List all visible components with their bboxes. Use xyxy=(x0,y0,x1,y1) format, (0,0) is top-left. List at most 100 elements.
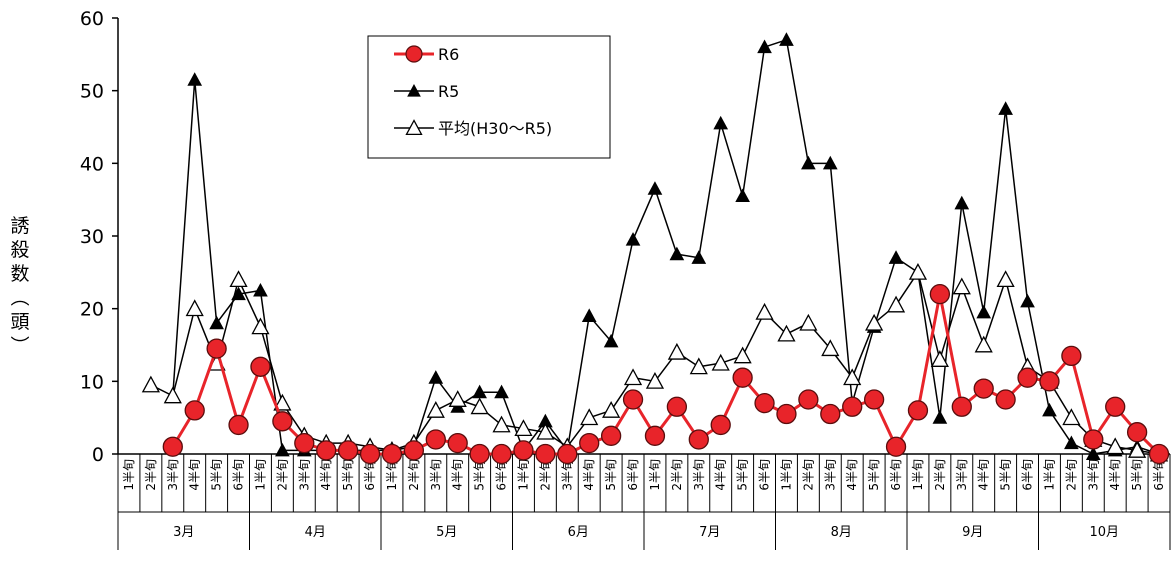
data-point xyxy=(777,324,796,342)
data-point xyxy=(1106,437,1125,455)
data-point xyxy=(491,443,512,465)
data-point xyxy=(622,389,644,410)
data-point xyxy=(842,396,863,417)
y-axis-label-char: （ xyxy=(8,287,30,306)
data-point xyxy=(470,397,489,415)
x-tick-label: 3半旬 xyxy=(297,459,311,491)
legend-label: R6 xyxy=(438,45,459,64)
x-tick-label: 2半旬 xyxy=(275,459,289,491)
data-point xyxy=(1061,345,1082,367)
data-point xyxy=(1083,429,1104,450)
y-tick-label: 60 xyxy=(80,8,104,30)
x-month-label: 9月 xyxy=(962,525,983,540)
legend-marker xyxy=(405,119,423,136)
x-tick-label: 5半旬 xyxy=(867,459,881,491)
x-tick-label: 1半旬 xyxy=(1042,459,1056,491)
x-tick-label: 6半旬 xyxy=(1152,459,1166,491)
x-tick-label: 6半旬 xyxy=(758,459,772,491)
data-point xyxy=(557,443,578,465)
x-tick-label: 3半旬 xyxy=(560,459,574,491)
x-tick-label: 1半旬 xyxy=(122,459,136,491)
y-axis-label-char: 殺 xyxy=(10,239,29,261)
data-point xyxy=(995,389,1016,410)
legend-label: R5 xyxy=(438,82,459,101)
data-point xyxy=(688,429,709,450)
data-point xyxy=(316,440,337,461)
series-layer xyxy=(141,32,1170,465)
data-point xyxy=(250,356,271,377)
x-tick-label: 2半旬 xyxy=(407,459,421,491)
data-point xyxy=(1085,446,1101,461)
x-tick-label: 4半旬 xyxy=(319,459,333,491)
x-tick-label: 1半旬 xyxy=(911,459,925,491)
data-point xyxy=(732,367,753,388)
data-point xyxy=(710,414,731,436)
data-point xyxy=(843,368,862,386)
data-point xyxy=(337,440,359,461)
x-tick-label: 5半旬 xyxy=(473,459,487,491)
x-tick-label: 1半旬 xyxy=(648,459,662,491)
data-point xyxy=(733,346,752,364)
x-tick-label: 2半旬 xyxy=(538,459,552,491)
x-month-label: 3月 xyxy=(173,525,194,540)
series-line xyxy=(171,292,1161,456)
data-point xyxy=(1062,408,1081,426)
data-point xyxy=(644,425,666,446)
x-tick-label: 3半旬 xyxy=(1086,459,1100,491)
data-point xyxy=(735,188,750,203)
data-point xyxy=(822,155,838,170)
data-point xyxy=(381,443,403,465)
x-tick-label: 6半旬 xyxy=(495,459,509,491)
data-point xyxy=(888,250,904,264)
y-axis: 0 10 20 30 40 50 60 xyxy=(80,8,119,466)
data-point xyxy=(580,408,599,426)
data-point xyxy=(885,436,907,457)
x-tick-label: 6半旬 xyxy=(889,459,903,491)
data-point xyxy=(428,370,444,384)
series xyxy=(165,32,1167,461)
x-tick-label: 2半旬 xyxy=(1064,459,1078,491)
y-tick-label: 0 xyxy=(92,444,104,466)
data-point xyxy=(755,302,774,320)
data-point xyxy=(689,357,708,375)
data-point xyxy=(711,353,730,371)
data-point xyxy=(666,396,688,417)
data-point xyxy=(141,375,160,393)
x-tick-label: 4半旬 xyxy=(714,459,728,491)
y-tick-label: 20 xyxy=(80,299,104,321)
y-tick-label: 40 xyxy=(80,153,104,175)
x-tick-label: 5半旬 xyxy=(210,459,224,491)
data-point xyxy=(602,401,621,418)
data-point xyxy=(669,246,685,261)
data-point xyxy=(251,317,270,335)
data-point xyxy=(821,339,840,357)
x-tick-label: 2半旬 xyxy=(933,459,947,491)
data-point xyxy=(184,400,205,421)
data-point xyxy=(1128,440,1147,458)
y-axis-label-char: ） xyxy=(8,335,30,354)
x-tick-label: 2半旬 xyxy=(670,459,684,491)
y-tick-label: 30 xyxy=(80,226,104,248)
data-point xyxy=(206,338,227,359)
x-tick-label: 4半旬 xyxy=(582,459,596,491)
x-month-label: 8月 xyxy=(831,525,852,540)
data-point xyxy=(253,282,268,297)
data-point xyxy=(536,422,555,440)
x-month-label: 6月 xyxy=(568,525,589,540)
data-point xyxy=(513,440,534,461)
data-point xyxy=(228,414,249,436)
data-point xyxy=(865,313,884,331)
data-point xyxy=(954,195,970,210)
data-point xyxy=(185,299,204,317)
x-month-label: 4月 xyxy=(305,525,326,540)
legend-marker xyxy=(407,83,421,97)
data-point xyxy=(1039,371,1060,392)
data-point xyxy=(754,392,775,414)
data-point xyxy=(273,393,292,411)
data-point xyxy=(1148,443,1170,465)
data-point xyxy=(1042,402,1057,417)
data-point xyxy=(359,443,381,465)
data-point xyxy=(469,443,490,465)
x-tick-label: 6半旬 xyxy=(232,459,246,491)
